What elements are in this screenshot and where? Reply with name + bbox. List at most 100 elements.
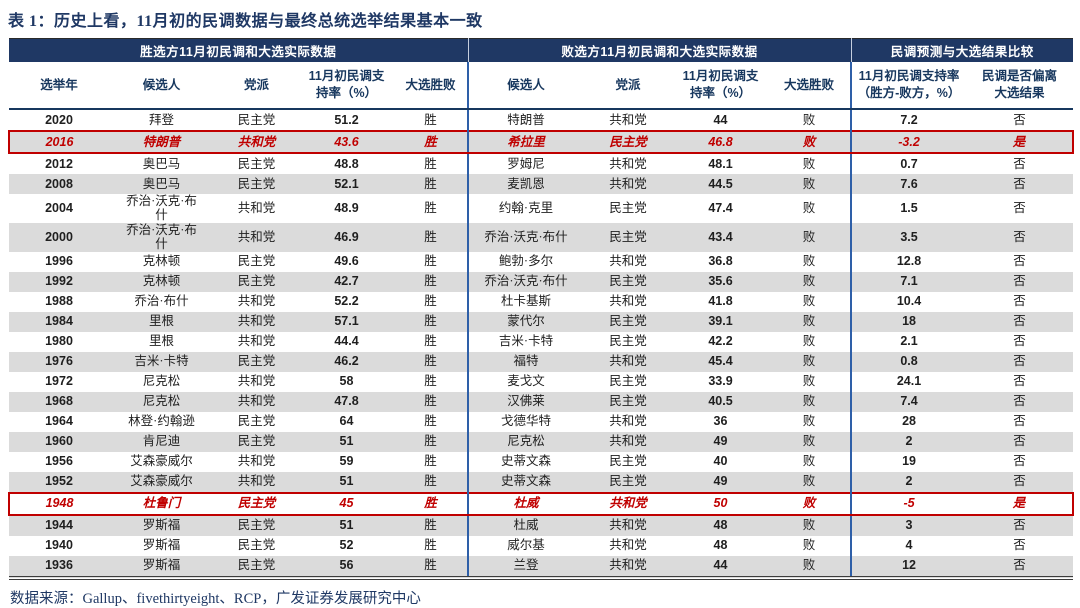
cell-winner-party: 民主党 xyxy=(214,491,299,516)
cell-poll-diff: 4 xyxy=(850,535,967,556)
cell-poll-deviated: 否 xyxy=(966,555,1074,578)
cell-winner-poll: 48.8 xyxy=(334,156,359,171)
cell-poll-deviated: 否 xyxy=(1013,374,1026,389)
column-header-year: 选举年 xyxy=(9,62,109,110)
cell-winner-poll: 52.2 xyxy=(334,294,359,309)
table-row-1968: 1968 尼克松 共和党 47.8 胜汉佛莱 民主党 40.5 败 7.4 否 xyxy=(9,391,1074,412)
cell-year: 1980 xyxy=(45,334,73,349)
cell-loser-candidate: 麦凯恩 xyxy=(467,174,583,194)
cell-year: 1968 xyxy=(9,391,109,412)
table-body: 2020 拜登 民主党 51.2 胜特朗普 共和党 44 败 7.2 否 2016 特朗普 共和党 43.… xyxy=(8,109,1075,578)
cell-loser-party: 共和党 xyxy=(609,112,647,127)
cell-winner-result: 胜 xyxy=(394,351,468,372)
cell-poll-diff: 0.8 xyxy=(850,351,967,372)
cell-winner-candidate: 特朗普 xyxy=(109,130,214,154)
cell-loser-result: 败 xyxy=(802,294,816,309)
cell-winner-candidate: 乔治·布什 xyxy=(134,294,189,309)
cell-year: 1984 xyxy=(9,311,109,332)
cell-winner-result: 胜 xyxy=(394,491,468,516)
column-header-loser-party: 党派 xyxy=(583,62,673,110)
cell-poll-deviated: 是 xyxy=(966,491,1075,516)
cell-winner-candidate: 奥巴马 xyxy=(109,174,214,194)
cell-winner-result: 胜 xyxy=(394,222,468,252)
cell-loser-party: 共和党 xyxy=(583,491,673,516)
cell-loser-poll: 36 xyxy=(713,414,728,429)
cell-winner-poll: 59 xyxy=(339,454,354,469)
cell-poll-diff: 0.7 xyxy=(850,153,967,174)
cell-loser-poll: 33.9 xyxy=(708,374,733,389)
column-header-loser-poll: 11月初民调支 持率（%） xyxy=(673,62,768,110)
table-row-1976: 1976 吉米·卡特 民主党 46.2 胜福特 共和党 45.4 败 0.8 否 xyxy=(9,351,1074,372)
cell-winner-candidate: 尼克松 xyxy=(142,374,181,389)
table-row-1960: 1960 肯尼迪 民主党 51 胜尼克松 共和党 49 败 2 否 xyxy=(9,431,1074,452)
cell-year: 2004 xyxy=(45,201,73,216)
cell-poll-diff: 10.4 xyxy=(850,291,967,312)
cell-loser-party: 共和党 xyxy=(583,514,673,536)
cell-year: 1960 xyxy=(9,431,109,452)
cell-winner-party: 民主党 xyxy=(214,555,299,578)
cell-loser-result: 败 xyxy=(802,156,816,171)
cell-winner-result: 胜 xyxy=(394,431,468,452)
cell-winner-poll: 48.9 xyxy=(334,201,359,216)
cell-poll-deviated: 否 xyxy=(1013,112,1026,127)
cell-poll-diff: 12 xyxy=(850,555,967,578)
cell-loser-candidate: 希拉里 xyxy=(467,130,583,154)
cell-winner-party: 共和党 xyxy=(214,222,299,252)
cell-winner-poll: 42.7 xyxy=(299,271,394,292)
cell-loser-candidate: 杜威 xyxy=(467,491,583,516)
cell-loser-candidate: 史蒂文森 xyxy=(467,471,583,493)
cell-winner-party: 共和党 xyxy=(214,391,299,412)
cell-loser-candidate: 乔治·沃克·布什 xyxy=(467,271,583,292)
cell-loser-poll: 41.8 xyxy=(708,294,733,309)
cell-poll-deviated: 否 xyxy=(1013,156,1026,171)
cell-winner-candidate: 里根 xyxy=(109,311,214,332)
cell-year: 1972 xyxy=(45,374,73,389)
cell-loser-poll: 49 xyxy=(673,471,768,493)
cell-poll-deviated: 否 xyxy=(966,351,1074,372)
cell-loser-result: 败 xyxy=(802,374,816,389)
cell-poll-deviated: 否 xyxy=(966,391,1074,412)
cell-loser-result: 败 xyxy=(768,391,852,412)
cell-loser-party: 共和党 xyxy=(609,414,647,429)
cell-year: 1944 xyxy=(9,514,109,536)
cell-loser-candidate: 乔治·沃克·布什 xyxy=(467,222,583,252)
cell-year: 1956 xyxy=(45,454,73,469)
cell-loser-result: 败 xyxy=(802,254,816,269)
cell-loser-candidate: 汉佛莱 xyxy=(467,391,583,412)
cell-loser-candidate: 约翰·克里 xyxy=(467,194,583,223)
cell-loser-candidate: 史蒂文森 xyxy=(467,451,583,472)
column-header-loser-result: 大选胜败 xyxy=(768,62,852,110)
cell-winner-result: 胜 xyxy=(394,271,468,292)
cell-loser-party: 共和党 xyxy=(609,294,647,309)
cell-poll-deviated: 否 xyxy=(1013,334,1026,349)
cell-year: 1936 xyxy=(9,555,109,578)
cell-loser-poll: 44 xyxy=(673,555,768,578)
cell-winner-candidate: 林登·约翰逊 xyxy=(128,414,195,429)
cell-poll-deviated: 否 xyxy=(1013,201,1026,216)
cell-year: 1948 xyxy=(8,491,109,516)
cell-loser-result: 败 xyxy=(768,222,852,252)
cell-loser-poll: 48.1 xyxy=(708,156,733,171)
cell-loser-result: 败 xyxy=(802,112,816,127)
cell-winner-result: 胜 xyxy=(424,254,437,269)
table-row-1956: 1956 艾森豪威尔 共和党 59 胜 史蒂文森 民主党 40 败 19 否 xyxy=(9,451,1073,472)
cell-year: 1952 xyxy=(9,471,109,493)
cell-winner-poll: 52.1 xyxy=(299,174,394,194)
cell-winner-result: 胜 xyxy=(394,514,468,536)
cell-loser-candidate: 吉米·卡特 xyxy=(467,331,583,352)
cell-winner-result: 胜 xyxy=(394,555,468,578)
cell-year: 2008 xyxy=(9,174,109,194)
cell-winner-candidate: 奥巴马 xyxy=(142,156,181,171)
cell-loser-poll: 36.8 xyxy=(708,254,733,269)
cell-winner-party: 民主党 xyxy=(237,414,276,429)
cell-loser-poll: 39.1 xyxy=(673,311,768,332)
cell-loser-poll: 44.5 xyxy=(673,174,768,194)
cell-winner-party: 民主党 xyxy=(237,156,276,171)
cell-loser-poll: 48 xyxy=(673,514,768,536)
group-header-2: 民调预测与大选结果比较 xyxy=(850,38,1074,62)
cell-loser-candidate: 尼克松 xyxy=(467,431,583,452)
cell-loser-candidate: 杜威 xyxy=(467,514,583,536)
cell-winner-poll: 45 xyxy=(299,491,394,516)
cell-poll-deviated: 否 xyxy=(966,174,1074,194)
cell-winner-party: 共和党 xyxy=(237,374,276,389)
